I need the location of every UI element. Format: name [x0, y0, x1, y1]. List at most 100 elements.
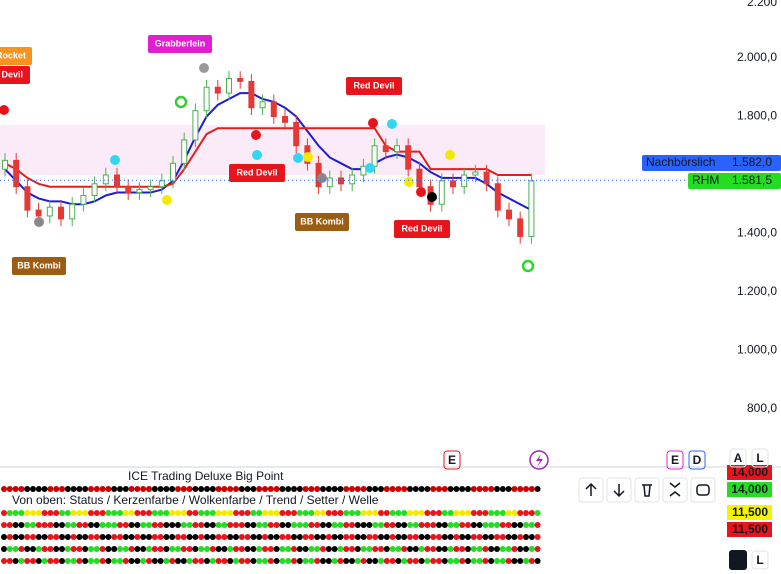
state-dot [35, 534, 42, 540]
state-dot [459, 558, 466, 564]
state-dot [221, 546, 228, 552]
state-dot [256, 534, 263, 540]
state-dot [534, 534, 541, 540]
state-dot [186, 510, 193, 516]
state-dot [146, 510, 152, 516]
candle-body [349, 174, 356, 185]
state-dot [233, 558, 239, 564]
state-dot [441, 522, 448, 528]
state-dot [18, 534, 25, 540]
state-dot [378, 486, 384, 492]
state-dot [331, 510, 338, 516]
state-dot [64, 558, 71, 564]
y-tick-label: 2.000,0 [737, 50, 777, 64]
state-dot [198, 534, 205, 540]
tool-button[interactable] [662, 477, 688, 503]
state-dot [209, 486, 216, 492]
state-dot [349, 546, 355, 552]
state-dot [1, 546, 7, 552]
button[interactable]: A [734, 553, 743, 567]
candle-body [472, 171, 479, 176]
state-dot [117, 510, 123, 516]
state-dot [465, 558, 471, 564]
state-dot [383, 534, 390, 540]
state-dot [180, 534, 187, 540]
signal-dot [445, 150, 455, 160]
state-dot [99, 534, 106, 540]
state-dot [517, 486, 524, 492]
state-dot [186, 546, 193, 552]
price-label-value: 1.582,0 [732, 155, 772, 169]
state-dot [6, 546, 13, 552]
state-dot [308, 522, 315, 528]
state-dot [192, 486, 199, 492]
button[interactable]: E [671, 453, 679, 467]
state-dot [82, 558, 89, 564]
state-dot [151, 522, 158, 528]
state-dot [320, 546, 326, 552]
state-dot [366, 534, 373, 540]
value-box [727, 482, 772, 497]
state-dot [459, 486, 466, 492]
button[interactable]: D [693, 453, 702, 467]
state-dot [122, 486, 129, 492]
state-dot [111, 486, 118, 492]
state-dot [93, 510, 100, 516]
state-dot [204, 534, 210, 540]
state-dot [204, 546, 210, 552]
state-dot [320, 510, 326, 516]
state-dot [511, 546, 518, 552]
state-dot [262, 558, 268, 564]
button[interactable]: A [734, 451, 743, 465]
state-dot [12, 486, 19, 492]
state-dot [511, 486, 518, 492]
state-dot [227, 486, 234, 492]
state-dot [105, 510, 112, 516]
state-dot [250, 558, 257, 564]
state-dot [389, 534, 396, 540]
state-dot [233, 486, 239, 492]
state-dot [209, 558, 216, 564]
state-dot [354, 486, 361, 492]
state-dot [233, 534, 239, 540]
badge [12, 257, 66, 275]
state-dot [302, 486, 309, 492]
state-dot [53, 534, 60, 540]
state-dot [378, 522, 384, 528]
state-dot [82, 522, 89, 528]
state-dot [331, 486, 338, 492]
state-dot [320, 558, 326, 564]
state-dot [88, 486, 94, 492]
state-dot [93, 486, 100, 492]
state-dot [424, 486, 431, 492]
state-dot [337, 558, 344, 564]
state-dot [215, 486, 222, 492]
candle-body [382, 145, 389, 153]
state-dot [227, 546, 234, 552]
button[interactable]: E [448, 453, 456, 467]
button[interactable]: L [756, 553, 763, 567]
state-dot [395, 522, 402, 528]
state-dot [24, 522, 31, 528]
state-dot [407, 522, 413, 528]
tool-button[interactable] [634, 477, 660, 503]
state-dot [517, 546, 524, 552]
state-dot [505, 558, 512, 564]
state-dot [227, 510, 234, 516]
state-dot [99, 486, 106, 492]
state-dot [528, 558, 535, 564]
tool-button[interactable] [690, 477, 716, 503]
state-dot [244, 534, 251, 540]
candle-body [338, 177, 344, 185]
state-dot [227, 522, 234, 528]
signal-dot [387, 119, 397, 129]
state-dot [175, 510, 181, 516]
state-dot [331, 558, 338, 564]
state-dot [534, 510, 541, 516]
state-dot [88, 534, 94, 540]
candle-body [2, 159, 8, 170]
state-dot [441, 558, 448, 564]
button[interactable]: L [756, 451, 763, 465]
state-dot [99, 510, 106, 516]
state-dot [418, 534, 425, 540]
